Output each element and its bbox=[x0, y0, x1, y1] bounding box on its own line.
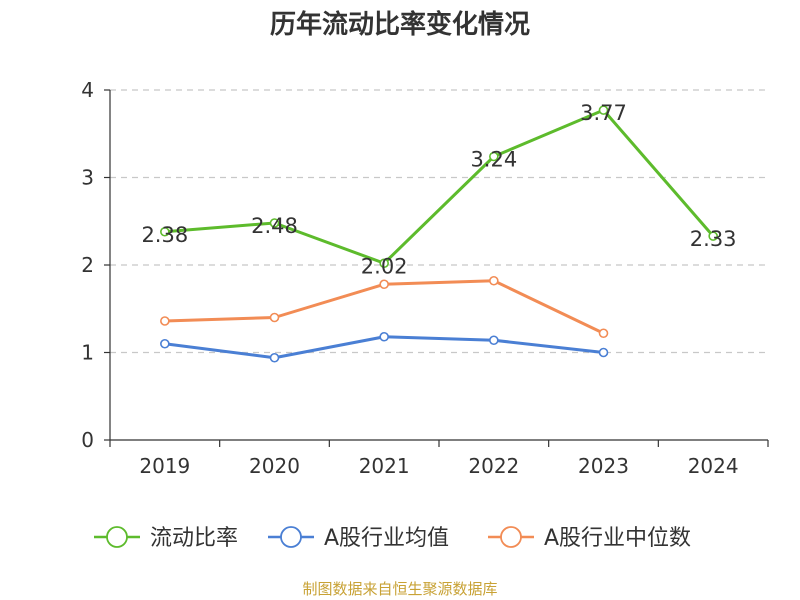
data-point bbox=[160, 316, 170, 326]
data-point bbox=[489, 335, 499, 346]
y-tick-label: 4 bbox=[81, 78, 94, 102]
x-tick-label: 2023 bbox=[578, 454, 629, 478]
y-tick-label: 2 bbox=[81, 253, 94, 277]
legend-label: A股行业均值 bbox=[324, 526, 449, 551]
legend-marker bbox=[500, 526, 522, 548]
data-point bbox=[489, 275, 499, 286]
data-point bbox=[379, 258, 389, 269]
x-tick-label: 2020 bbox=[249, 454, 300, 478]
data-point bbox=[598, 105, 609, 115]
y-tick-label: 0 bbox=[81, 428, 94, 452]
data-point bbox=[269, 312, 280, 323]
series-line-1 bbox=[164, 108, 715, 265]
data-point bbox=[489, 151, 499, 162]
data-point bbox=[269, 352, 280, 363]
data-point bbox=[160, 226, 170, 237]
y-tick-label: 1 bbox=[81, 341, 94, 365]
data-label: 2.02 bbox=[361, 254, 408, 278]
data-label: 2.38 bbox=[141, 223, 188, 247]
legend-marker bbox=[106, 526, 128, 548]
data-label: 2.48 bbox=[251, 214, 298, 238]
legend-marker bbox=[280, 526, 302, 548]
x-tick-label: 2024 bbox=[688, 454, 739, 478]
data-label: 3.77 bbox=[580, 101, 627, 125]
legend-label: A股行业中位数 bbox=[544, 526, 691, 551]
x-tick-label: 2022 bbox=[468, 454, 519, 478]
data-label: 3.24 bbox=[470, 148, 517, 172]
data-point bbox=[379, 279, 389, 290]
data-point bbox=[379, 331, 389, 342]
data-point bbox=[269, 218, 280, 228]
data-point bbox=[160, 338, 170, 349]
y-tick-label: 3 bbox=[81, 166, 94, 190]
chart-title: 历年流动比率变化情况 bbox=[269, 10, 530, 40]
x-tick-label: 2021 bbox=[359, 454, 410, 478]
data-label: 2.33 bbox=[690, 227, 737, 251]
source-note: 制图数据来自恒生聚源数据库 bbox=[302, 580, 498, 598]
data-point bbox=[598, 347, 609, 358]
legend-label: 流动比率 bbox=[150, 526, 238, 551]
x-tick-label: 2019 bbox=[139, 454, 190, 478]
data-point bbox=[598, 328, 609, 339]
data-point bbox=[708, 231, 718, 241]
